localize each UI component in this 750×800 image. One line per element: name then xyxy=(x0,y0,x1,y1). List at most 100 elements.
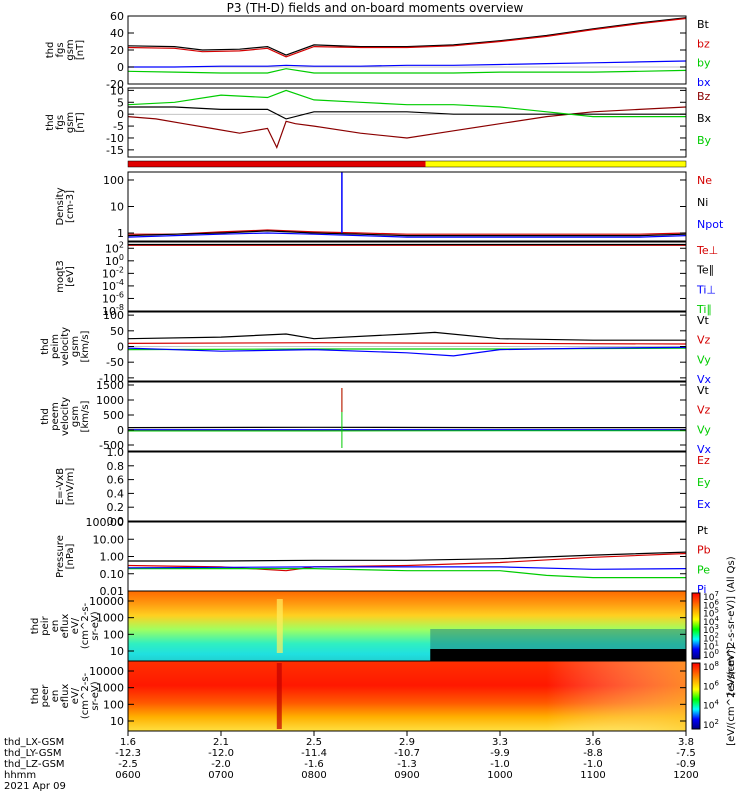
axis-row-value: 1.6 xyxy=(120,737,136,748)
fgs-gsm-legend-3: bx xyxy=(697,76,711,89)
fgs-gsm-ylabel-line: thd xyxy=(45,42,56,59)
axis-row-value: -2.0 xyxy=(211,759,231,770)
panel-density: 100 10 1 Density [cm-3] Ne Ni Npot xyxy=(55,171,724,242)
peem-velocity-ytick-label: 500 xyxy=(103,409,124,422)
peer-spectrogram-ylabel-line: en xyxy=(50,690,61,703)
peir-spectrogram-ytick-label: 10 xyxy=(110,645,124,658)
peir-mixed-band xyxy=(430,629,686,649)
peir-spectrogram-ytick-label: 10000 xyxy=(89,595,124,608)
peir-spectrogram-ylabel-line: eV/ xyxy=(70,617,81,634)
peem-velocity-legend-0: Vt xyxy=(697,384,710,397)
peim-velocity-ytick-label: -50 xyxy=(106,356,124,369)
peim-velocity-ylabel-line: gsm xyxy=(70,336,81,357)
fgs-gsm-ytick-label: 0 xyxy=(117,61,124,74)
efield-legend-0: Ez xyxy=(697,454,710,467)
axis-row-value: 0600 xyxy=(115,770,140,781)
temperature-ylabel-line: [eV] xyxy=(65,266,76,287)
pressure-legend-0: Pt xyxy=(697,524,709,537)
page-title: P3 (TH-D) fields and on-board moments ov… xyxy=(226,1,524,15)
peir-noise-band xyxy=(430,649,686,661)
axis-row-label: thd_LY-GSM xyxy=(4,748,61,759)
peir-spectrogram-ylabel-line: peir xyxy=(40,615,51,635)
pressure-ytick-label: 0.01 xyxy=(100,585,125,598)
peem-velocity-legend-3: Vx xyxy=(697,443,712,456)
axis-row-value: 2.5 xyxy=(306,737,322,748)
efield-ytick-label: 0.4 xyxy=(107,487,125,500)
peim-velocity-legend-3: Vx xyxy=(697,373,712,386)
temperature-ytick-label: 102 xyxy=(105,240,124,255)
efield-ytick-label: 0.6 xyxy=(107,474,125,487)
peir-spectrogram-colorbar-tick: 101 xyxy=(703,640,719,653)
fgs-gse-zoom-series-By xyxy=(127,89,686,118)
peir-spectrogram-ytick-label: 1000 xyxy=(96,612,124,625)
axis-row-value: 3.8 xyxy=(678,737,694,748)
peer-spectrogram-colorbar-tick: 108 xyxy=(703,660,719,673)
peer-spectrogram-ylabel-line: (cm^2-s- xyxy=(80,672,91,719)
peem-velocity-ylabel-line: gsm xyxy=(70,406,81,427)
peim-velocity-ylabel-line: [km/s] xyxy=(80,330,91,362)
peem-velocity-ytick-label: 1500 xyxy=(96,379,124,392)
peem-velocity-ylabel-line: peem xyxy=(50,402,61,430)
peir-spectrogram-colorbar-tick: 104 xyxy=(703,615,719,628)
efield-ylabel-line: E=-VxB xyxy=(55,468,66,505)
pressure-ylabel-line: Pressure xyxy=(55,535,66,578)
peir-spectrogram-colorbar-tick: 106 xyxy=(703,598,719,611)
peer-event-stripe xyxy=(276,663,282,729)
temperature-ytick-label: 10-4 xyxy=(102,278,124,293)
peim-velocity-ylabel-line: velocity xyxy=(60,327,71,366)
fgs-gsm-ylabel-line: fgs xyxy=(55,42,66,57)
state-bar-yellow xyxy=(425,161,686,167)
density-ylabel-line: Density xyxy=(55,187,66,225)
panel-peem-velocity: 1500 1000 500 0 -500 thd peem velocity gsm [km/s]… xyxy=(40,379,712,456)
peim-velocity-legend-1: Vz xyxy=(697,334,711,347)
date-label: 2021 Apr 09 xyxy=(4,781,66,792)
peer-spectrogram-ylabel-line: thd xyxy=(30,688,41,705)
axis-row-value: 2.9 xyxy=(399,737,415,748)
fgs-gse-zoom-ytick-label: 5 xyxy=(117,96,124,109)
peem-velocity-ytick-label: -500 xyxy=(99,439,124,452)
fgs-gse-zoom-series-Bz xyxy=(127,106,687,150)
peem-velocity-legend-1: Vz xyxy=(697,404,711,417)
panel-pressure: 100.00 10.00 1.00 0.10 0.01 Pressure [nPa] Pt Pb… xyxy=(55,516,711,598)
peer-spectrogram-colorbar-label: [eV/(cm^2-s-sr-eV)] xyxy=(726,646,737,746)
peim-velocity-ylabel-line: peim xyxy=(50,334,61,359)
peem-velocity-ytick-label: 0 xyxy=(117,424,124,437)
peem-velocity-ylabel-line: velocity xyxy=(60,397,71,436)
axis-row-value: 1100 xyxy=(580,770,605,781)
peir-spectrogram-ylabel-line: eflux xyxy=(60,614,71,639)
axis-row-label: hhmm xyxy=(4,770,36,781)
efield-frame xyxy=(127,451,687,522)
axis-row-value: -11.4 xyxy=(301,748,327,759)
pressure-series-Pi xyxy=(127,566,687,570)
fgs-gsm-series-bx xyxy=(128,60,687,68)
fgs-gsm-ytick-label: 60 xyxy=(110,10,124,23)
axis-row-value: -2.5 xyxy=(118,759,138,770)
peir-event-stripe xyxy=(276,599,283,653)
peer-spectrogram-colorbar xyxy=(691,662,701,730)
state-bar-frame xyxy=(127,160,687,168)
peem-velocity-ylabel-line: thd xyxy=(40,408,51,425)
pressure-ytick-label: 100.00 xyxy=(86,516,125,529)
pressure-ytick-label: 1.00 xyxy=(100,551,125,564)
fgs-gse-zoom-ylabel-line: fgs xyxy=(55,115,66,130)
state-bar xyxy=(127,160,687,168)
fgs-gse-zoom-ytick-label: -15 xyxy=(106,144,124,157)
peem-velocity-ytick-label: 1000 xyxy=(96,394,124,407)
peim-velocity-series-Vz xyxy=(127,342,687,345)
temperature-legend-3: Ti∥ xyxy=(696,303,712,316)
temperature-ytick-label: 10-2 xyxy=(102,265,124,280)
fgs-gse-zoom-ytick-label: 0 xyxy=(117,108,124,121)
fgs-gsm-ytick-label: 20 xyxy=(110,44,124,57)
panel-peer-spectrogram: 108 106 104 102 [eV/(cm^2-s-sr-eV)] 10000 1000… xyxy=(30,646,737,746)
fgs-gsm-legend-0: Bt xyxy=(697,18,710,31)
axis-row-value: -10.7 xyxy=(394,748,420,759)
efield-ytick-label: 0.2 xyxy=(107,501,125,514)
pressure-series-Pt xyxy=(128,551,687,562)
peir-spectrogram-colorbar-tick: 102 xyxy=(703,631,719,644)
fgs-gsm-ylabel-line: [nT] xyxy=(75,40,86,60)
panel-peim-velocity: 100 50 0 -50 -100 thd peim velocity gsm [km/s] Vt V… xyxy=(40,309,712,386)
peim-velocity-ylabel-line: thd xyxy=(40,338,51,355)
